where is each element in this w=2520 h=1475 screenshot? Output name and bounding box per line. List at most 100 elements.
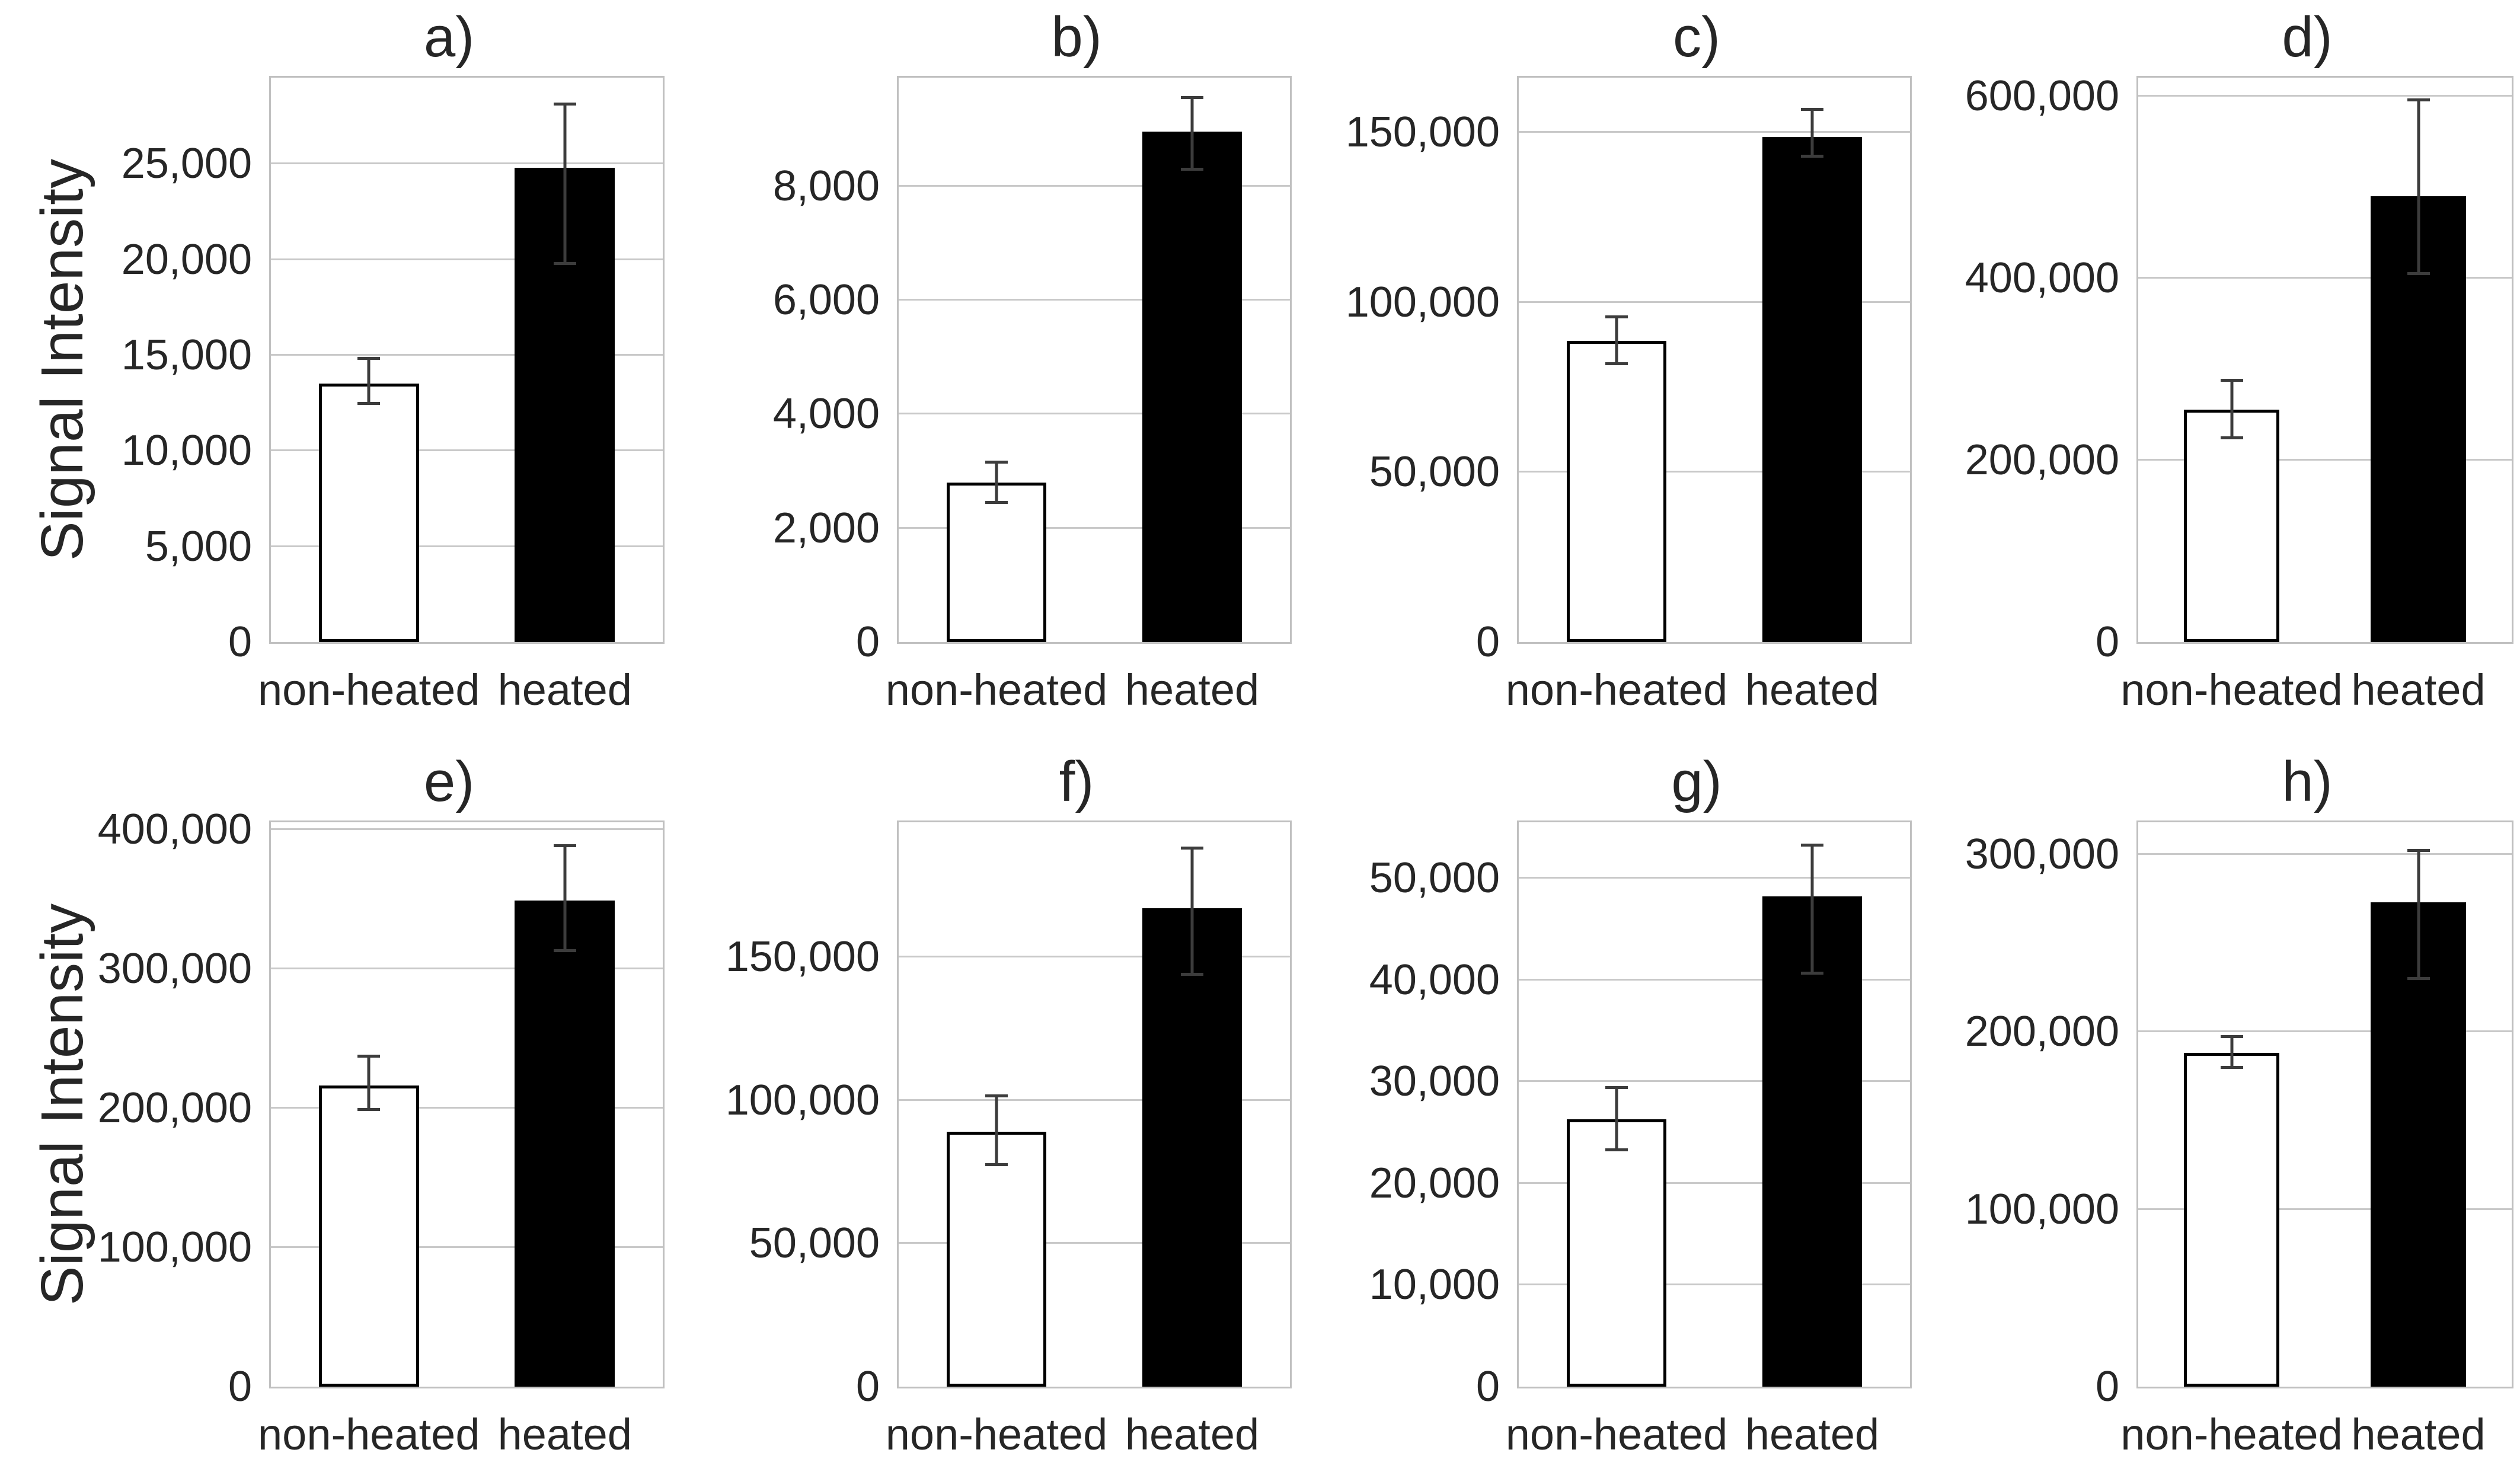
error-bar-cap-bottom (357, 401, 381, 405)
error-bar-cap-top (553, 103, 576, 106)
y-tick-label: 15,000 (121, 331, 252, 379)
bar-non-heated (1566, 341, 1667, 642)
y-tick-label: 20,000 (1369, 1159, 1500, 1207)
error-bar-cap-bottom (1605, 1148, 1628, 1152)
panel-title: g) (1671, 750, 1722, 813)
gridline (899, 1099, 1290, 1101)
y-tick-label: 300,000 (97, 944, 252, 992)
y-tick-label: 6,000 (772, 276, 880, 324)
x-tick-label: heated (2351, 665, 2486, 714)
error-bar-cap-bottom (2407, 272, 2430, 276)
error-bar-cap-bottom (553, 949, 576, 953)
bar-chart-panel-b: b) 0 2,000 4,000 6,000 8,000 non-heated heated (773, 9, 1292, 712)
error-bar-cap-bottom (985, 501, 1008, 505)
error-bar-line (1615, 1087, 1618, 1150)
error-bar-cap-top (2407, 848, 2430, 852)
panel-title: f) (1059, 750, 1094, 813)
panel-title: d) (2282, 5, 2333, 69)
gridline (271, 967, 663, 969)
x-tick-label: non-heated (258, 1410, 480, 1459)
x-tick-label: heated (2351, 1410, 2486, 1459)
error-bar-line (1615, 317, 1618, 363)
error-bar-cap-bottom (1801, 971, 1823, 975)
gridline (271, 258, 663, 260)
error-bar-cap-bottom (2407, 977, 2430, 981)
error-bar-cap-bottom (1181, 167, 1203, 171)
x-tick-label: heated (1125, 665, 1260, 714)
x-tick-label: non-heated (1505, 1410, 1728, 1459)
bar-chart-panel-c: c) 0 50,000 100,000 150,000 non-heated heated (1346, 9, 1912, 712)
y-axis-title: Signal Intensity (29, 903, 95, 1306)
bar-chart-panel-e: e) Signal Intensity 0 100,000 200,000 300,000… (29, 754, 665, 1457)
y-tick-label: 50,000 (749, 1219, 880, 1268)
y-tick-label: 40,000 (1369, 956, 1500, 1004)
bar-chart-panel-d: d) 0 200,000 400,000 600,000 non-heated heated (1965, 9, 2513, 712)
y-tick-label: 100,000 (1345, 278, 1500, 326)
gridline (2138, 276, 2512, 279)
x-tick-label: non-heated (2120, 1410, 2343, 1459)
gridline (271, 545, 663, 547)
error-bar-cap-top (1801, 844, 1823, 847)
error-bar-cap-bottom (357, 1108, 381, 1112)
y-tick-label: 100,000 (97, 1223, 252, 1271)
y-tick-label: 0 (2095, 1363, 2119, 1410)
gridline (271, 1246, 663, 1248)
gridline (271, 828, 663, 830)
panel-title: a) (423, 5, 475, 69)
gridline (1519, 1182, 1910, 1184)
gridline (1519, 1080, 1910, 1083)
gridline (1519, 301, 1910, 303)
y-tick-label: 150,000 (1345, 108, 1500, 156)
error-bar-cap-bottom (1801, 154, 1823, 158)
bar-non-heated (318, 1086, 419, 1387)
error-bar-cap-top (357, 357, 381, 360)
error-bar-line (995, 1096, 998, 1165)
y-tick-label: 10,000 (121, 427, 252, 475)
y-tick-label: 0 (228, 618, 252, 666)
bar-heated (515, 900, 615, 1387)
bar-chart-panel-h: h) 0 100,000 200,000 300,000 non-heated heated (1965, 754, 2513, 1457)
gridline (1519, 877, 1910, 879)
y-tick-label: 0 (228, 1363, 252, 1410)
error-bar-cap-top (1605, 1086, 1628, 1089)
error-bar-line (2230, 1037, 2233, 1068)
y-axis-title: Signal Intensity (29, 158, 95, 561)
gridline (1519, 471, 1910, 473)
y-tick-label: 0 (855, 1363, 880, 1410)
error-bar-line (2417, 100, 2420, 274)
y-tick-label: 50,000 (1369, 448, 1500, 496)
error-bar-cap-bottom (1605, 362, 1628, 365)
gridline (899, 956, 1290, 958)
error-bar-cap-top (1181, 846, 1203, 850)
y-tick-label: 600,000 (1965, 72, 2119, 120)
y-tick-label: 0 (855, 618, 880, 666)
y-tick-label: 5,000 (145, 522, 252, 570)
gridline (899, 299, 1290, 301)
gridline (899, 184, 1290, 187)
error-bar-line (367, 1056, 371, 1110)
gridline (1519, 130, 1910, 133)
bar-heated (1142, 132, 1243, 642)
y-tick-label: 400,000 (97, 805, 252, 853)
x-tick-label: non-heated (258, 665, 480, 714)
gridline (1519, 978, 1910, 981)
gridline (2138, 1208, 2512, 1210)
gridline (271, 449, 663, 452)
error-bar-cap-top (357, 1054, 381, 1058)
bar-heated (2371, 902, 2466, 1387)
error-bar-line (563, 104, 567, 264)
gridline (271, 353, 663, 356)
y-tick-label: 0 (2095, 618, 2119, 666)
bar-heated (1762, 137, 1863, 642)
error-bar-line (1190, 97, 1194, 169)
x-tick-label: heated (497, 665, 632, 714)
bar-chart-panel-f: f) 0 50,000 100,000 150,000 non-heated heated (726, 754, 1292, 1457)
x-tick-label: non-heated (1505, 665, 1728, 714)
x-tick-label: heated (497, 1410, 632, 1459)
error-bar-line (1810, 110, 1814, 156)
bar-non-heated (946, 1131, 1047, 1387)
error-bar-line (1190, 848, 1194, 975)
y-tick-label: 200,000 (1965, 436, 2119, 484)
error-bar-cap-top (1181, 95, 1203, 99)
